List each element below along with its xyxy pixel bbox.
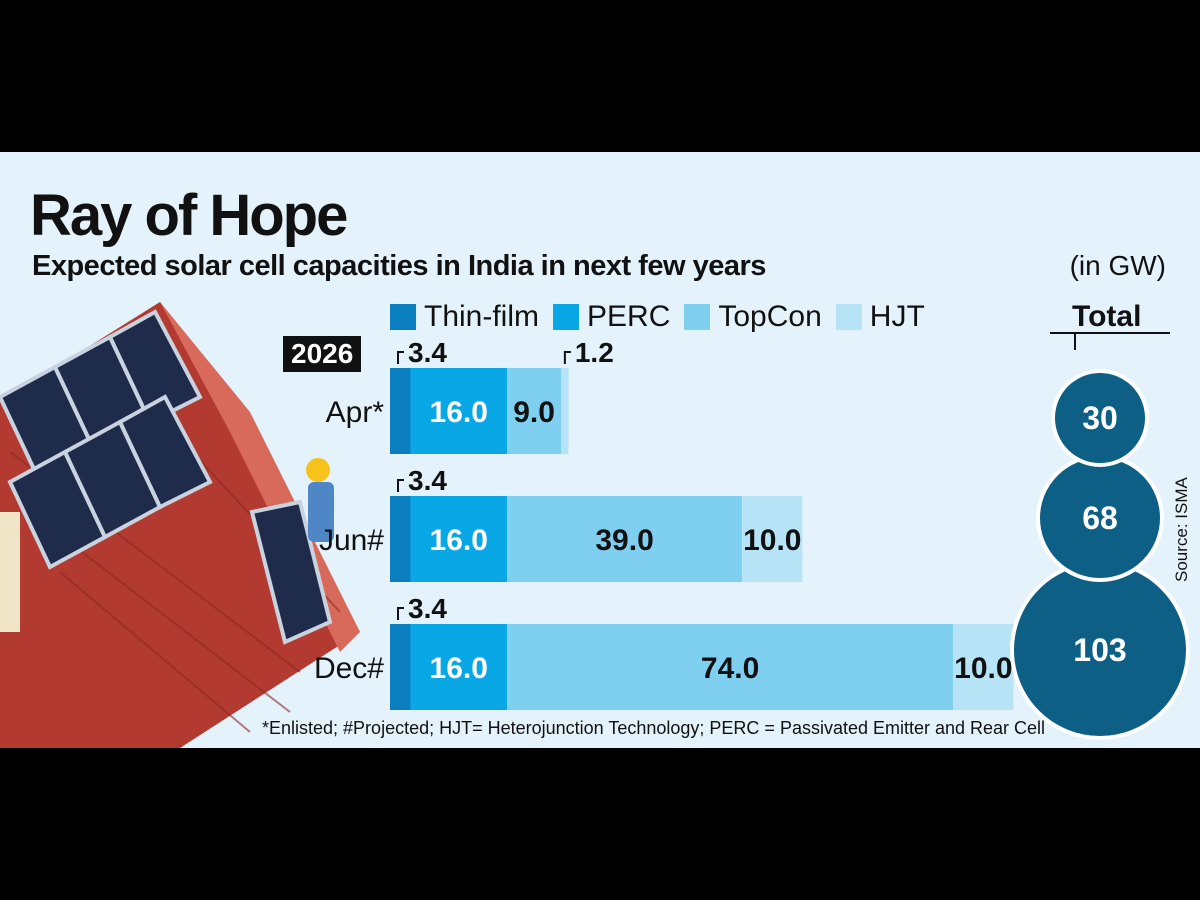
value-label: 3.4 (408, 465, 447, 496)
value-label: 3.4 (408, 337, 447, 368)
bar-segment-hjt (742, 496, 803, 582)
value-label: 3.4 (408, 593, 447, 624)
value-label: 10.0 (743, 524, 801, 557)
legend-label: HJT (869, 300, 925, 333)
legend-item-thin-film: Thin-film (390, 300, 539, 334)
category-label: Jun# (319, 524, 384, 557)
legend-item-perc: PERC (553, 300, 670, 334)
year-badge: 2026 (283, 336, 362, 372)
bar-segment-topcon (506, 624, 954, 710)
bar-segment-topcon (506, 368, 562, 454)
total-value: 103 (1073, 632, 1126, 668)
bar-segment-topcon (506, 496, 743, 582)
infographic-panel: Ray of Hope Expected solar cell capaciti… (0, 152, 1200, 748)
stacked-bar-chart: Apr* 3.4 16.0 9.0 1.2 Jun# 3.4 16.0 39.0 10.0 Dec#… (314, 337, 1190, 740)
category-label: Dec# (314, 652, 384, 685)
category-label: Apr* (326, 396, 385, 429)
legend-label: TopCon (718, 300, 822, 333)
legend-label: Thin-film (424, 300, 540, 333)
legend-label: PERC (587, 300, 671, 333)
bar-segment-thin-film (390, 624, 411, 710)
bar-segment-perc (410, 368, 507, 454)
legend-swatch-hjt (835, 304, 862, 330)
value-label: 16.0 (430, 524, 488, 557)
source-credit: Source: ISMA (1172, 477, 1191, 582)
value-label: 16.0 (430, 396, 488, 429)
value-label: 1.2 (575, 337, 614, 368)
value-label: 16.0 (430, 652, 488, 685)
value-label: 74.0 (701, 652, 759, 685)
total-bubble (1051, 369, 1149, 467)
chart-title: Ray of Hope (30, 183, 348, 248)
unit-label: (in GW) (1069, 250, 1166, 281)
total-label: Total (1072, 300, 1142, 333)
total-value: 30 (1082, 400, 1118, 436)
total-rule (1050, 332, 1170, 334)
total-value: 68 (1082, 500, 1118, 536)
footnote: *Enlisted; #Projected; HJT= Heterojuncti… (262, 718, 1046, 738)
legend-swatch-perc (553, 304, 580, 330)
legend-item-hjt: HJT (835, 300, 925, 334)
legend-swatch-topcon (684, 304, 711, 330)
total-callout-tick (1063, 332, 1076, 350)
bar-segment-perc (410, 624, 507, 710)
bar-segment-thin-film (390, 496, 411, 582)
legend: Thin-film PERC TopCon HJT (390, 300, 939, 334)
chart-subtitle: Expected solar cell capacities in India … (32, 250, 766, 282)
solar-roof-illustration (0, 302, 360, 748)
bar-segment-hjt (953, 624, 1014, 710)
value-callout (397, 479, 404, 492)
bar-segment-hjt (561, 368, 569, 454)
value-callout (563, 351, 571, 364)
value-callout (397, 351, 404, 364)
value-label: 9.0 (513, 396, 555, 429)
legend-item-topcon: TopCon (684, 300, 822, 334)
value-callout (397, 607, 404, 620)
legend-swatch-thin-film (390, 304, 416, 330)
value-label: 10.0 (954, 652, 1012, 685)
bar-segment-perc (410, 496, 507, 582)
value-label: 39.0 (595, 524, 653, 557)
bar-segment-thin-film (390, 368, 411, 454)
